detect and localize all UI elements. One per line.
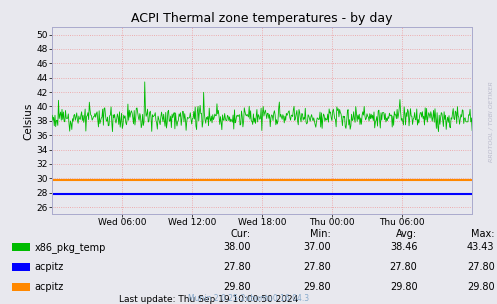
Text: Cur:: Cur: <box>231 229 251 239</box>
Text: 38.00: 38.00 <box>224 242 251 252</box>
Bar <box>12 243 30 251</box>
Text: 27.80: 27.80 <box>223 262 251 272</box>
Text: 43.43: 43.43 <box>467 242 495 252</box>
Text: Avg:: Avg: <box>396 229 417 239</box>
Bar <box>12 283 30 292</box>
Text: 27.80: 27.80 <box>467 262 495 272</box>
Text: 29.80: 29.80 <box>223 282 251 292</box>
Text: acpitz: acpitz <box>35 262 64 272</box>
Bar <box>12 263 30 271</box>
Text: 29.80: 29.80 <box>467 282 495 292</box>
Text: 27.80: 27.80 <box>390 262 417 272</box>
Text: Max:: Max: <box>471 229 495 239</box>
Text: x86_pkg_temp: x86_pkg_temp <box>35 242 106 253</box>
Text: 37.00: 37.00 <box>303 242 331 252</box>
Text: Last update: Thu Sep 19 10:00:50 2024: Last update: Thu Sep 19 10:00:50 2024 <box>119 295 298 304</box>
Text: 27.80: 27.80 <box>303 262 331 272</box>
Text: 29.80: 29.80 <box>390 282 417 292</box>
Text: 38.46: 38.46 <box>390 242 417 252</box>
Y-axis label: Celsius: Celsius <box>24 102 34 140</box>
Text: Min:: Min: <box>310 229 331 239</box>
Text: 29.80: 29.80 <box>303 282 331 292</box>
Text: Munin 2.0.25-2ubuntu0.16.04.3: Munin 2.0.25-2ubuntu0.16.04.3 <box>188 294 309 303</box>
Text: acpitz: acpitz <box>35 282 64 292</box>
Text: RRDTOOL / TOBI OETIKER: RRDTOOL / TOBI OETIKER <box>489 81 494 162</box>
Title: ACPI Thermal zone temperatures - by day: ACPI Thermal zone temperatures - by day <box>131 12 393 25</box>
